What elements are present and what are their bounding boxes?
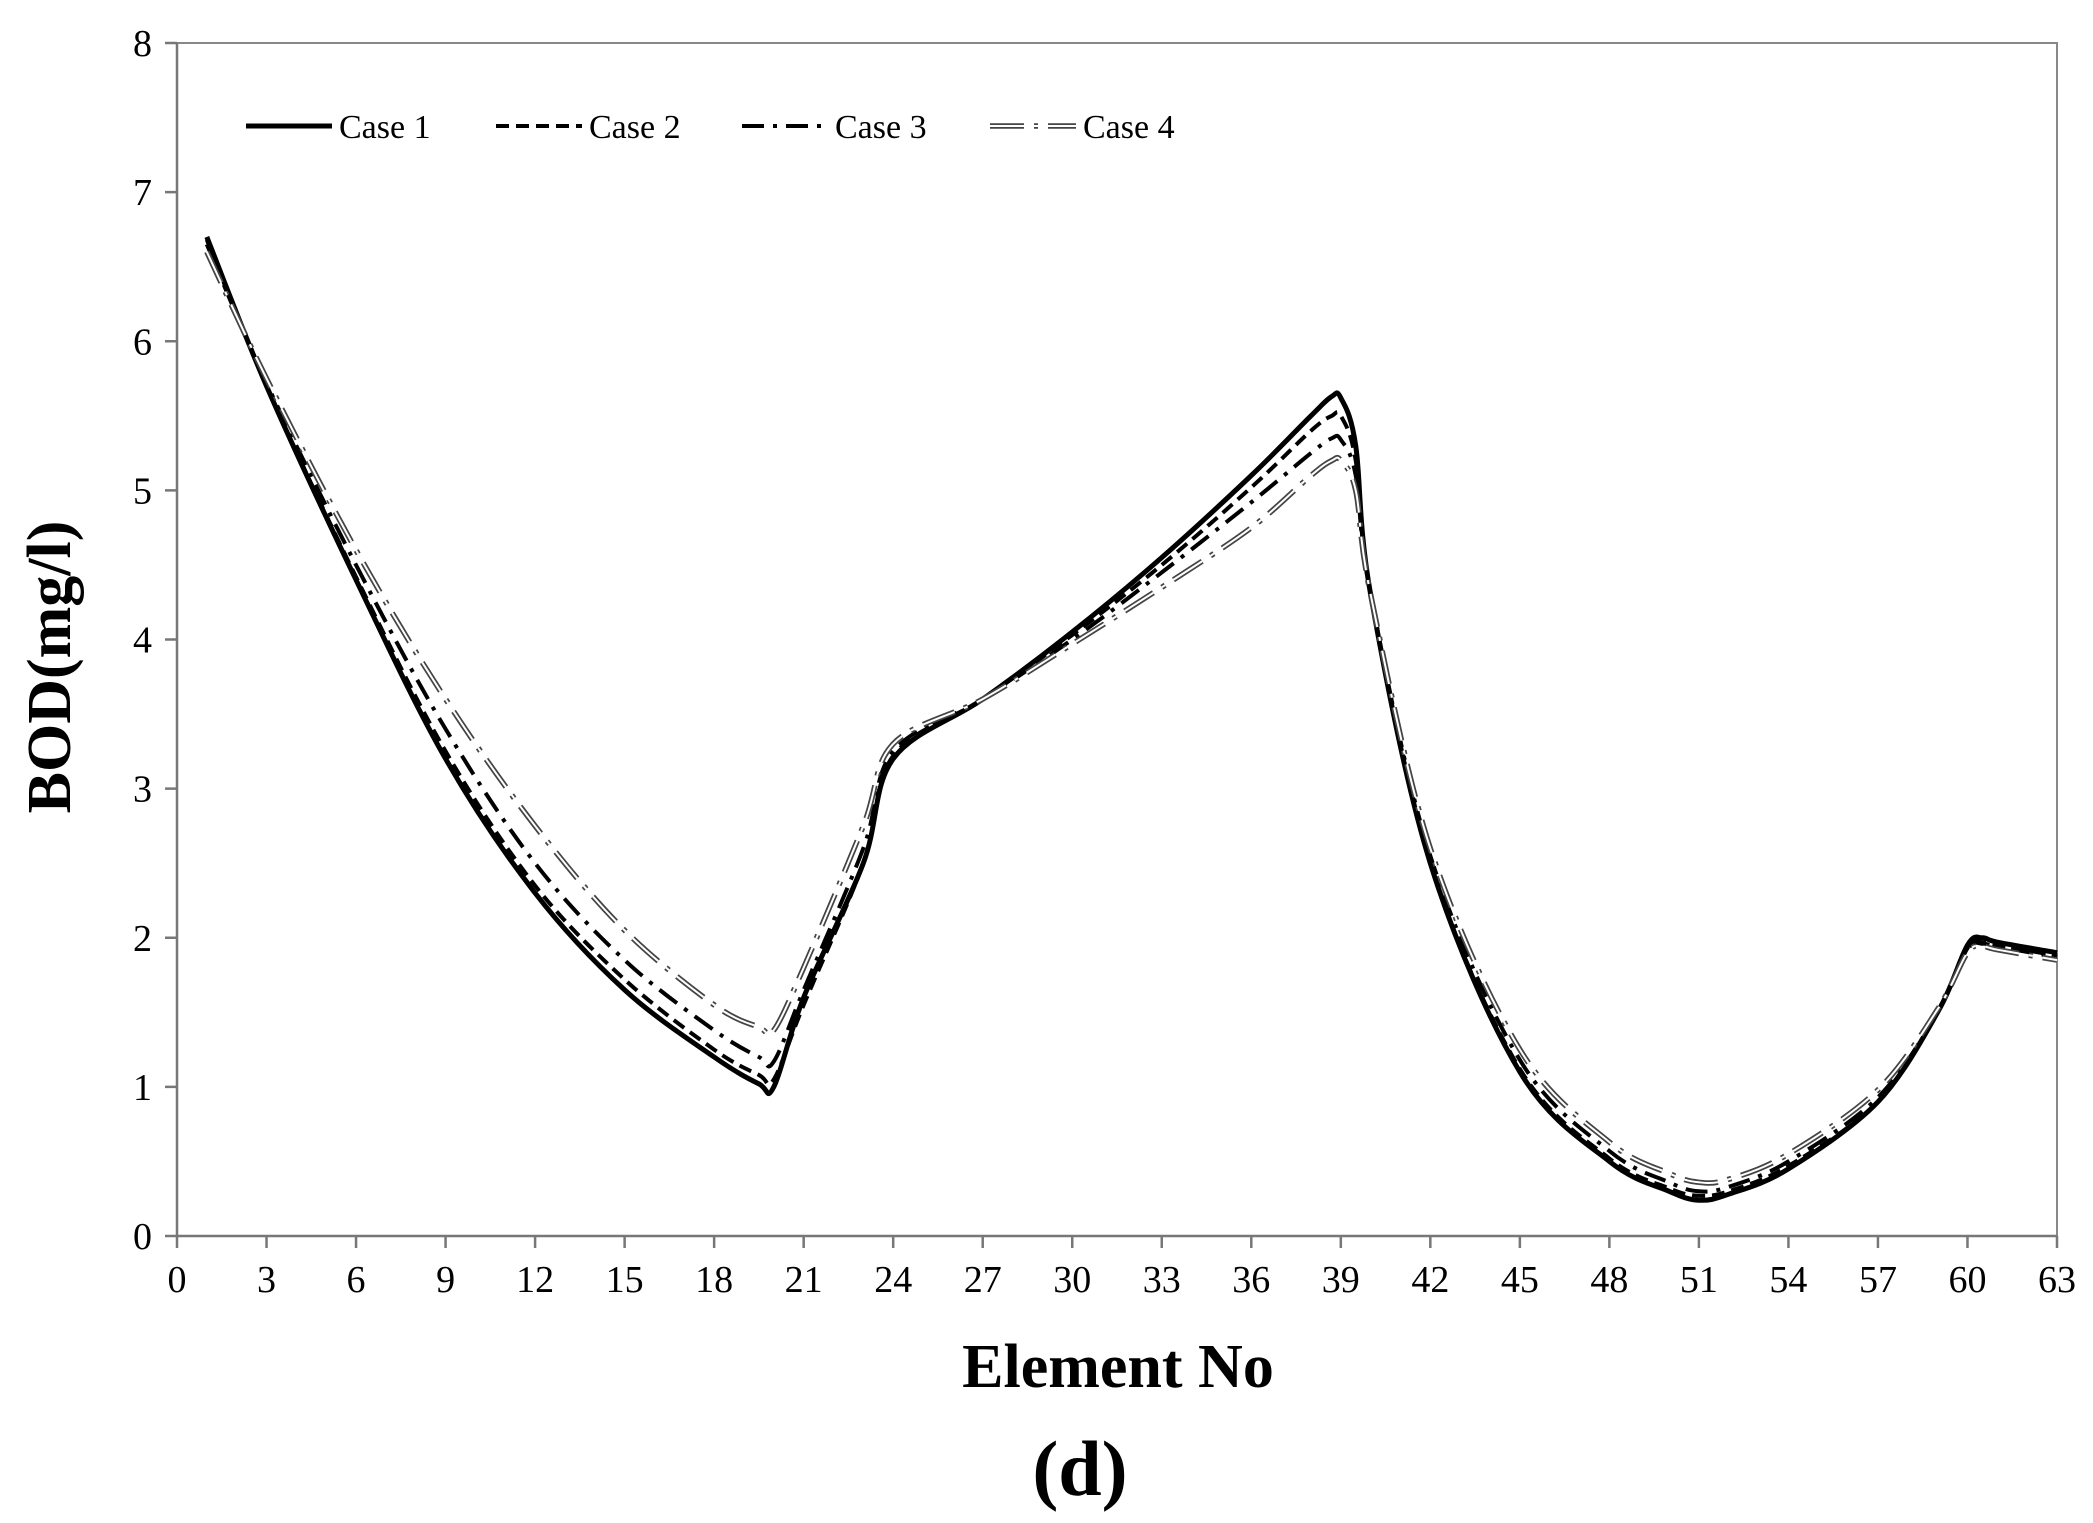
legend-item-case-2: Case 2	[496, 109, 681, 146]
series-line-case-2	[204, 239, 2058, 1198]
y-tick-label: 0	[133, 1216, 152, 1258]
plot-border	[176, 42, 2058, 1237]
x-tick-label: 24	[874, 1259, 912, 1301]
x-tick-label: 3	[257, 1259, 276, 1301]
x-tick-label: 33	[1143, 1259, 1181, 1301]
y-tick-label: 4	[133, 620, 152, 662]
x-tick-label: 63	[2038, 1259, 2076, 1301]
legend-item-case-1: Case 1	[246, 109, 431, 146]
legend-label: Case 4	[1083, 109, 1175, 146]
legend-label: Case 3	[835, 109, 927, 146]
legend-item-case-3: Case 3	[742, 109, 927, 146]
x-tick-label: 36	[1232, 1259, 1270, 1301]
y-tick-label: 7	[133, 172, 152, 214]
x-tick-label: 15	[606, 1259, 644, 1301]
x-tick-label: 48	[1590, 1259, 1628, 1301]
x-tick-label: 39	[1322, 1259, 1360, 1301]
x-tick-label: 30	[1053, 1259, 1091, 1301]
series-line-case-4-core	[205, 251, 2058, 1185]
x-tick-label: 54	[1769, 1259, 1807, 1301]
series-layer	[204, 235, 2058, 1203]
x-tick-label: 6	[347, 1259, 366, 1301]
series-line-case-4-outline	[204, 250, 2058, 1186]
panel-label: (d)	[1032, 1425, 1127, 1512]
x-tick-label: 0	[168, 1259, 187, 1301]
x-axis-title: Element No	[962, 1333, 1274, 1401]
x-tick-label: 51	[1680, 1259, 1718, 1301]
y-axis-title: BOD(mg/l)	[16, 521, 84, 814]
y-tick-label: 3	[133, 769, 152, 811]
y-tick-label: 1	[133, 1067, 152, 1109]
x-tick-label: 27	[964, 1259, 1002, 1301]
series-line-case-4	[204, 250, 2058, 1186]
series-line-case-3	[204, 243, 2058, 1194]
x-tick-label: 12	[516, 1259, 554, 1301]
x-tick-label: 45	[1501, 1259, 1539, 1301]
series-line-case-1	[204, 235, 2058, 1203]
x-tick-label: 60	[1948, 1259, 1986, 1301]
y-tick-label: 2	[133, 918, 152, 960]
x-axis: 0 3 6 9 12 15 18 21 24 27 30 33 36 39 42 45 48 51 54 57 60 63	[168, 1236, 2076, 1301]
x-tick-label: 57	[1859, 1259, 1897, 1301]
legend-label: Case 2	[589, 109, 681, 146]
plot-area	[175, 42, 2058, 1238]
y-tick-label: 6	[133, 321, 152, 363]
y-tick-label: 5	[133, 470, 152, 512]
x-tick-label: 18	[695, 1259, 733, 1301]
legend-item-case-4: Case 4	[990, 109, 1175, 146]
legend: Case 1 Case 2 Case 3 Case 4	[246, 109, 1175, 146]
y-axis: 0 1 2 3 4 5 6 7 8	[133, 23, 177, 1258]
x-tick-label: 9	[436, 1259, 455, 1301]
legend-label: Case 1	[339, 109, 431, 146]
x-tick-label: 42	[1411, 1259, 1449, 1301]
x-tick-label: 21	[785, 1259, 823, 1301]
y-tick-label: 8	[133, 23, 152, 65]
